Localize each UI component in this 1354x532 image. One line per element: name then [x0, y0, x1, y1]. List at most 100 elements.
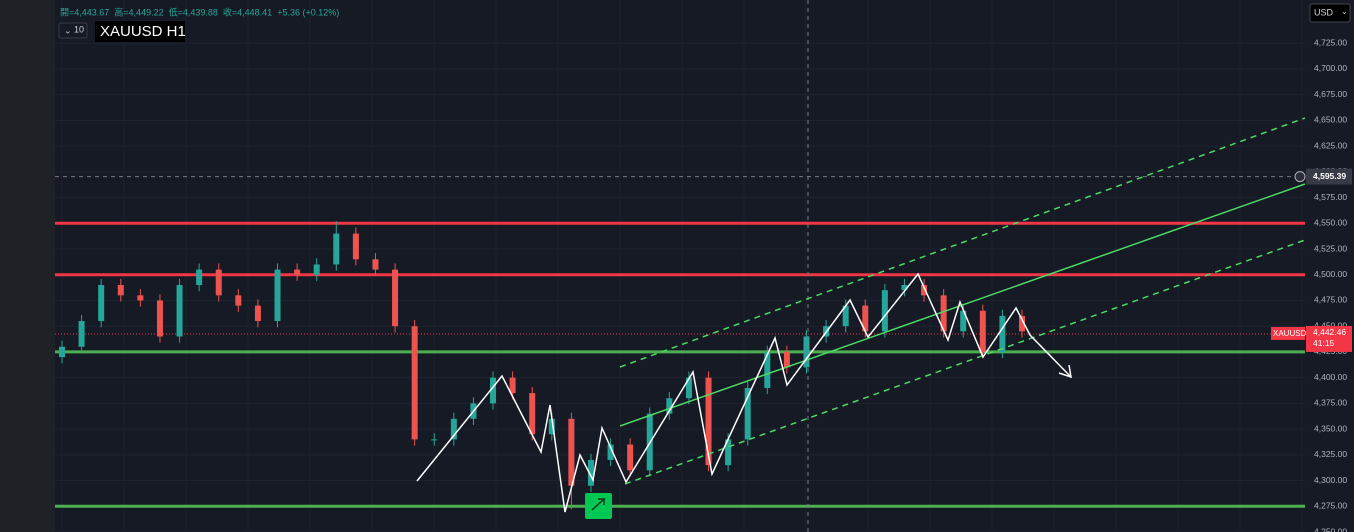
y-tick-label: 4,350.00: [1314, 423, 1347, 433]
symbol-tag-bg: [1271, 326, 1305, 340]
candle-body: [587, 459, 594, 486]
ohlc-value: 高=4,449.22: [114, 6, 163, 17]
candle-body: [607, 444, 614, 460]
candle-body: [901, 285, 908, 291]
y-tick-label: 4,550.00: [1314, 218, 1347, 228]
y-tick-label: 4,325.00: [1314, 449, 1347, 459]
candle-body: [352, 233, 359, 260]
candle-body: [940, 295, 947, 332]
candle-body: [921, 285, 928, 296]
symbol-title: XAUUSD H1: [100, 23, 186, 40]
header: ⌄ 10 XAUUSD H1 USD ⌄: [58, 3, 1351, 42]
candle-body: [803, 336, 810, 368]
labels: 開=4,443.67 高=4,449.22 低=4,439.88 收=4,448.41…: [60, 6, 1352, 532]
symbol-tag: XAUUSD: [1273, 329, 1307, 338]
candle-body: [78, 321, 85, 347]
candle-body: [274, 269, 281, 322]
candle-body: [313, 264, 320, 275]
candle-body: [881, 290, 888, 332]
candle-body: [59, 346, 65, 358]
channel-upper: [619, 117, 1306, 368]
currency-chevron: ⌄: [1341, 7, 1348, 16]
y-tick-label: 4,475.00: [1314, 295, 1347, 305]
y-tick-label: 4,650.00: [1314, 115, 1347, 125]
candle-body: [176, 285, 183, 337]
candle-body: [392, 269, 399, 327]
candle-body: [548, 418, 555, 435]
candle-body: [137, 295, 144, 301]
levels: [55, 176, 1305, 508]
interval-button[interactable]: [58, 22, 88, 39]
countdown-label: 41:15: [1313, 338, 1335, 348]
candle-body: [725, 439, 732, 466]
zigzag: [416, 272, 1071, 513]
candle-body: [509, 377, 516, 394]
y-tick-label: 4,575.00: [1314, 192, 1347, 202]
last-price-label: 4,442.46: [1313, 327, 1346, 337]
candle-body: [627, 444, 634, 471]
crosshair-label-bg: [1306, 168, 1352, 185]
candle-body: [254, 305, 261, 322]
plot-area: [55, 0, 1305, 532]
ohlc-value: 開=4,443.67: [60, 7, 109, 17]
candle-body: [685, 377, 692, 399]
currency-label: USD: [1314, 7, 1334, 17]
channel-mid: [619, 183, 1306, 427]
candle-body: [529, 393, 536, 435]
y-tick-label: 4,250.00: [1314, 526, 1347, 532]
arrow-head: [1058, 364, 1072, 379]
candle-body: [98, 285, 105, 322]
y-tick-label: 4,375.00: [1314, 398, 1347, 408]
y-tick-label: 4,275.00: [1314, 501, 1347, 511]
candle-body: [431, 439, 438, 441]
drawings: [416, 0, 1306, 532]
candle-body: [450, 418, 457, 440]
candle-body: [666, 398, 673, 414]
candle-body: [862, 305, 869, 332]
candle-body: [744, 387, 751, 440]
candle-body: [842, 305, 849, 327]
candle-body: [294, 269, 301, 275]
crosshair-plus: [1294, 171, 1306, 183]
ohlc-value: 低=4,439.88: [169, 6, 218, 17]
currency-select[interactable]: [1309, 3, 1351, 23]
candle-body: [783, 351, 790, 368]
y-tick-label: 4,400.00: [1314, 372, 1347, 382]
y-tick-label: 4,525.00: [1314, 243, 1347, 253]
candle-body: [156, 300, 163, 337]
candle-body: [490, 377, 497, 404]
candle-body: [117, 285, 124, 296]
candle-body: [196, 269, 203, 286]
candle-body: [705, 377, 712, 466]
interval-label: 10: [74, 24, 84, 34]
trend-icon: [585, 493, 612, 519]
last-price-bg: [1306, 325, 1352, 352]
y-tick-label: 4,675.00: [1314, 89, 1347, 99]
ohlc-value: 收=4,448.41: [223, 6, 272, 17]
candle-body: [215, 269, 222, 296]
candle-body: [999, 315, 1006, 352]
interval-chevron: ⌄: [64, 25, 72, 35]
y-tick-label: 4,300.00: [1314, 475, 1347, 485]
candle-body: [1019, 315, 1025, 332]
crosshair-label: 4,595.39: [1313, 171, 1346, 181]
candle-body: [979, 310, 986, 352]
y-tick-label: 4,625.00: [1314, 140, 1347, 150]
candle-body: [764, 351, 771, 388]
candle-body: [960, 310, 967, 332]
left-strip: [0, 0, 55, 532]
trend-icon-arrow: [591, 498, 606, 511]
candle-body: [235, 295, 242, 306]
y-tick-label: 4,725.00: [1314, 37, 1347, 47]
y-tick-label: 4,700.00: [1314, 63, 1347, 73]
y-tick-label: 4,450.00: [1314, 320, 1347, 330]
price-axis: [1305, 0, 1354, 532]
candle-body: [372, 259, 379, 270]
y-tick-label: 4,500.00: [1314, 269, 1347, 279]
ohlc-value: +5.36 (+0.12%): [277, 7, 339, 17]
candle-body: [568, 418, 575, 486]
symbol-box: [95, 21, 185, 42]
candle-body: [411, 326, 418, 440]
